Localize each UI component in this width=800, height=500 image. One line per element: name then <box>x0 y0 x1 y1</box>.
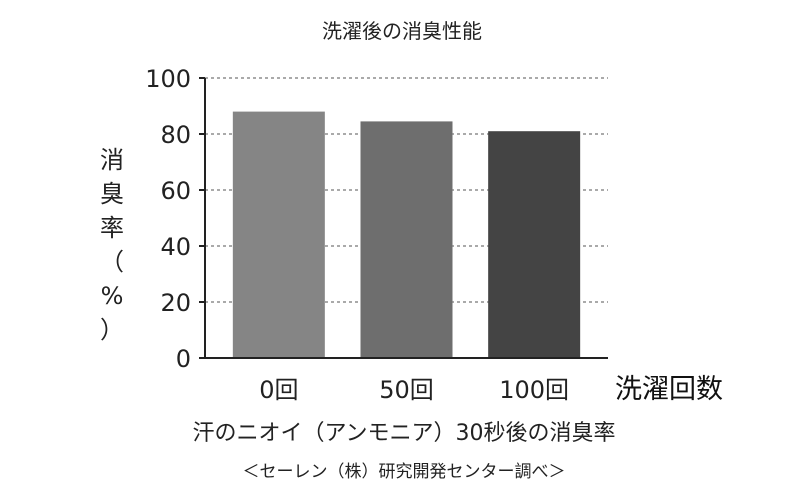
chart-title: 洗濯後の消臭性能 <box>322 19 482 43</box>
y-tick-label: 20 <box>160 289 191 317</box>
y-tick-label: 0 <box>176 345 191 373</box>
bar <box>360 121 453 359</box>
y-tick-label: 80 <box>160 121 191 149</box>
bar <box>488 131 581 358</box>
source-note: ＜セーレン（株）研究開発センター調べ＞ <box>243 462 566 482</box>
x-category-labels: 0回 50回 100回 <box>259 376 569 404</box>
x-category-label: 50回 <box>379 376 434 404</box>
x-category-label: 100回 <box>499 376 569 404</box>
y-axis-label: 消臭率（%） <box>100 146 124 344</box>
bar <box>232 111 325 358</box>
y-tick-label: 40 <box>160 233 191 261</box>
y-tick-labels: 0 20 40 60 80 100 <box>145 65 205 373</box>
y-tick-label: 60 <box>160 177 191 205</box>
x-axis-label: 洗濯回数 <box>615 374 723 405</box>
x-category-label: 0回 <box>259 376 298 404</box>
bars <box>232 111 581 359</box>
y-tick-label: 100 <box>145 65 191 93</box>
chart-caption: 汗のニオイ（アンモニア）30秒後の消臭率 <box>192 421 615 446</box>
